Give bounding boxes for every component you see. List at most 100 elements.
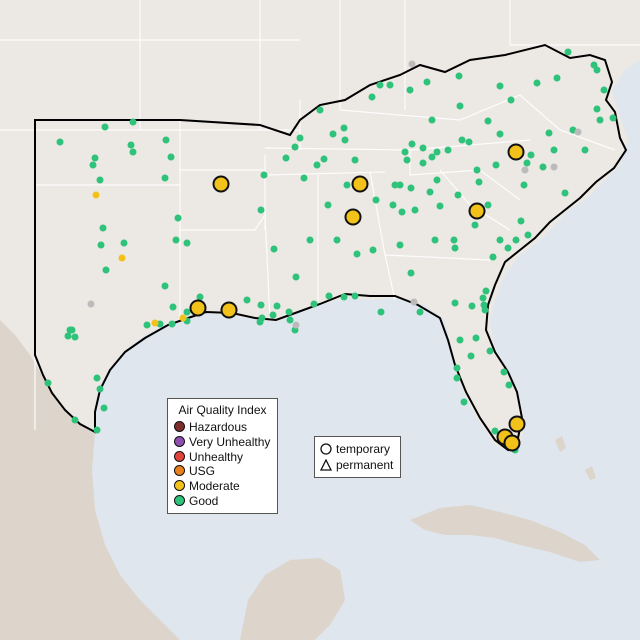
good-monitor-marker[interactable] — [341, 136, 349, 144]
good-monitor-marker[interactable] — [161, 282, 169, 290]
good-monitor-marker[interactable] — [475, 178, 483, 186]
good-monitor-marker[interactable] — [351, 156, 359, 164]
good-monitor-marker[interactable] — [450, 236, 458, 244]
good-monitor-marker[interactable] — [426, 188, 434, 196]
good-monitor-marker[interactable] — [396, 241, 404, 249]
good-monitor-marker[interactable] — [451, 244, 459, 252]
good-monitor-marker[interactable] — [473, 166, 481, 174]
good-monitor-marker[interactable] — [411, 206, 419, 214]
good-monitor-marker[interactable] — [174, 214, 182, 222]
good-monitor-marker[interactable] — [593, 105, 601, 113]
good-monitor-marker[interactable] — [533, 79, 541, 87]
good-monitor-marker[interactable] — [300, 174, 308, 182]
good-monitor-marker[interactable] — [406, 86, 414, 94]
good-monitor-marker[interactable] — [451, 299, 459, 307]
good-monitor-marker[interactable] — [44, 379, 52, 387]
good-monitor-marker[interactable] — [407, 269, 415, 277]
good-monitor-marker[interactable] — [168, 320, 176, 328]
good-monitor-marker[interactable] — [492, 161, 500, 169]
good-monitor-marker[interactable] — [433, 148, 441, 156]
good-monitor-marker[interactable] — [500, 368, 508, 376]
moderate-monitor-marker[interactable] — [92, 191, 100, 199]
good-monitor-marker[interactable] — [93, 374, 101, 382]
good-monitor-marker[interactable] — [340, 293, 348, 301]
good-monitor-marker[interactable] — [489, 253, 497, 261]
good-monitor-marker[interactable] — [472, 334, 480, 342]
good-monitor-marker[interactable] — [428, 153, 436, 161]
good-monitor-marker[interactable] — [257, 301, 265, 309]
good-monitor-marker[interactable] — [376, 81, 384, 89]
good-monitor-marker[interactable] — [56, 138, 64, 146]
good-monitor-marker[interactable] — [527, 151, 535, 159]
good-monitor-marker[interactable] — [468, 302, 476, 310]
inactive-monitor-marker[interactable] — [410, 298, 418, 306]
good-monitor-marker[interactable] — [460, 398, 468, 406]
good-monitor-marker[interactable] — [471, 221, 479, 229]
moderate-monitor-marker[interactable] — [179, 314, 187, 322]
good-monitor-marker[interactable] — [320, 155, 328, 163]
good-monitor-marker[interactable] — [484, 117, 492, 125]
good-monitor-marker[interactable] — [143, 321, 151, 329]
good-monitor-marker[interactable] — [550, 146, 558, 154]
inactive-monitor-marker[interactable] — [574, 128, 582, 136]
good-monitor-marker[interactable] — [419, 144, 427, 152]
good-monitor-marker[interactable] — [433, 176, 441, 184]
good-monitor-marker[interactable] — [403, 156, 411, 164]
good-monitor-marker[interactable] — [496, 236, 504, 244]
good-monitor-marker[interactable] — [504, 244, 512, 252]
good-monitor-marker[interactable] — [256, 318, 264, 326]
good-monitor-marker[interactable] — [377, 308, 385, 316]
good-monitor-marker[interactable] — [391, 181, 399, 189]
good-monitor-marker[interactable] — [524, 231, 532, 239]
good-monitor-marker[interactable] — [100, 404, 108, 412]
good-monitor-marker[interactable] — [71, 416, 79, 424]
good-monitor-marker[interactable] — [329, 130, 337, 138]
good-monitor-marker[interactable] — [101, 123, 109, 131]
inactive-monitor-marker[interactable] — [550, 163, 558, 171]
good-monitor-marker[interactable] — [507, 96, 515, 104]
good-monitor-marker[interactable] — [456, 102, 464, 110]
good-monitor-marker[interactable] — [479, 294, 487, 302]
good-monitor-marker[interactable] — [496, 130, 504, 138]
good-monitor-marker[interactable] — [465, 138, 473, 146]
good-monitor-marker[interactable] — [564, 48, 572, 56]
temporary-moderate-site-marker[interactable] — [344, 208, 362, 226]
good-monitor-marker[interactable] — [368, 93, 376, 101]
good-monitor-marker[interactable] — [423, 78, 431, 86]
temporary-moderate-site-marker[interactable] — [507, 143, 525, 161]
good-monitor-marker[interactable] — [313, 161, 321, 169]
good-monitor-marker[interactable] — [68, 326, 76, 334]
good-monitor-marker[interactable] — [505, 381, 513, 389]
temporary-moderate-site-marker[interactable] — [503, 434, 521, 452]
good-monitor-marker[interactable] — [183, 308, 191, 316]
good-monitor-marker[interactable] — [71, 333, 79, 341]
temporary-moderate-site-marker[interactable] — [508, 415, 526, 433]
good-monitor-marker[interactable] — [169, 303, 177, 311]
good-monitor-marker[interactable] — [306, 236, 314, 244]
good-monitor-marker[interactable] — [454, 191, 462, 199]
good-monitor-marker[interactable] — [353, 250, 361, 258]
good-monitor-marker[interactable] — [257, 206, 265, 214]
good-monitor-marker[interactable] — [496, 82, 504, 90]
good-monitor-marker[interactable] — [196, 293, 204, 301]
inactive-monitor-marker[interactable] — [408, 60, 416, 68]
good-monitor-marker[interactable] — [407, 184, 415, 192]
good-monitor-marker[interactable] — [343, 181, 351, 189]
good-monitor-marker[interactable] — [260, 171, 268, 179]
good-monitor-marker[interactable] — [243, 296, 251, 304]
good-monitor-marker[interactable] — [93, 426, 101, 434]
good-monitor-marker[interactable] — [102, 266, 110, 274]
good-monitor-marker[interactable] — [520, 181, 528, 189]
good-monitor-marker[interactable] — [333, 236, 341, 244]
good-monitor-marker[interactable] — [183, 239, 191, 247]
good-monitor-marker[interactable] — [491, 427, 499, 435]
good-monitor-marker[interactable] — [269, 311, 277, 319]
temporary-moderate-site-marker[interactable] — [212, 175, 230, 193]
good-monitor-marker[interactable] — [458, 136, 466, 144]
good-monitor-marker[interactable] — [167, 153, 175, 161]
inactive-monitor-marker[interactable] — [521, 166, 529, 174]
good-monitor-marker[interactable] — [325, 292, 333, 300]
good-monitor-marker[interactable] — [127, 141, 135, 149]
good-monitor-marker[interactable] — [351, 292, 359, 300]
